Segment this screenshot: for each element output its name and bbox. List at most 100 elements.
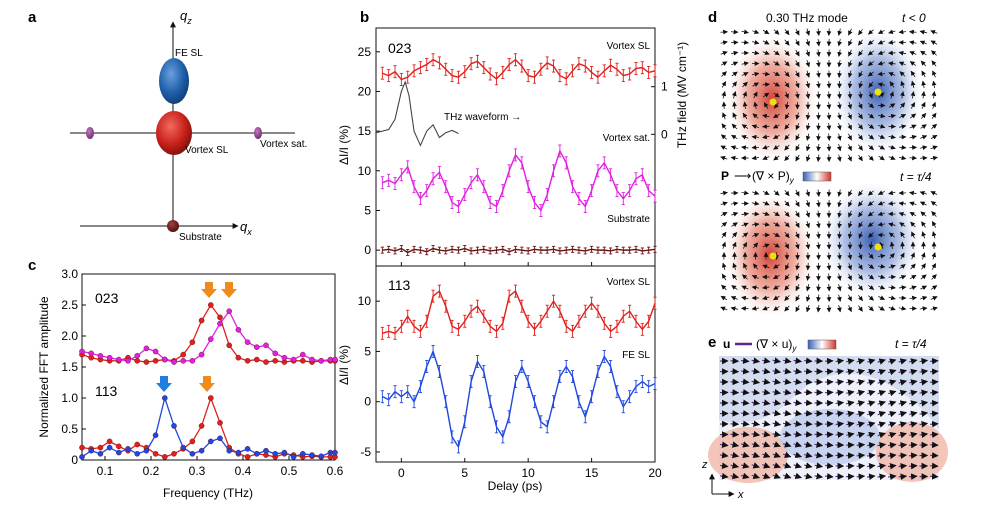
field-arrow [794,221,800,229]
field-arrow [868,253,874,259]
field-arrow [908,358,918,365]
field-arrow [731,232,738,238]
c-point [116,449,122,456]
field-arrow [814,462,824,469]
field-arrow [795,49,800,57]
field-arrow [803,431,813,438]
field-arrow [877,431,886,439]
field-arrow [866,441,876,449]
field-arrow [837,39,843,47]
field-arrow [740,367,750,375]
field-arrow [877,221,886,227]
field-arrow [784,155,790,162]
field-arrow [761,357,771,364]
field-arrow [784,273,790,281]
c-point [97,444,104,451]
field-arrow [835,378,845,386]
field-arrow [793,451,802,459]
field-arrow [795,60,800,67]
field-arrow [878,123,886,129]
c-point [97,353,104,359]
field-arrow [868,155,874,161]
field-arrow [805,70,811,78]
field-arrow [805,241,811,250]
field-arrow [805,133,811,141]
c-point [244,339,251,346]
field-arrow [858,231,864,239]
field-arrow [888,72,896,77]
field-arrow [929,378,939,386]
field-arrow [795,262,801,271]
field-arrow [888,222,896,228]
field-arrow [773,113,780,119]
field-arrow [909,40,917,46]
field-arrow [732,112,738,120]
c-xtick-label: 0.3 [189,464,206,478]
field-arrow [826,262,832,271]
field-arrow [773,243,780,248]
field-arrow [835,399,845,407]
field-arrow [720,134,727,140]
field-arrow [837,59,843,68]
field-arrow [889,241,895,250]
field-arrow [929,410,939,417]
field-arrow [772,357,782,364]
field-arrow [847,273,852,281]
field-arrow [898,368,907,376]
field-arrow [721,284,727,291]
d-t1: t < 0 [902,11,926,25]
c-point [332,449,338,456]
c-point [134,441,140,448]
field-arrow [773,61,780,66]
field-arrow [920,211,927,217]
c-point [97,450,104,457]
field-arrow [721,221,728,228]
field-arrow [762,243,770,249]
field-arrow [858,60,863,67]
field-arrow [908,368,918,376]
field-arrow [720,40,728,46]
c-point [290,454,297,460]
field-arrow [784,134,790,140]
orange-arrow-icon [221,282,237,298]
field-arrow [877,400,886,407]
field-arrow [803,378,813,386]
c-xtick-label: 0.5 [281,464,298,478]
field-arrow [899,91,905,99]
field-arrow [795,154,800,162]
field-arrow [803,389,813,396]
c-point [217,435,223,442]
field-arrow [919,40,927,46]
field-arrow [774,102,779,109]
panel-c-ylabel: Normalized FFT amplitude [37,296,51,437]
field-arrow [909,124,917,130]
field-arrow [900,252,905,260]
field-arrow [741,124,749,129]
label-fe-sl: FE SL [622,350,650,361]
c-point [207,395,214,401]
field-arrow [741,61,749,67]
field-arrow [858,144,863,151]
c-point [235,354,242,361]
field-arrow [888,103,896,108]
field-arrow [805,305,811,313]
field-arrow [751,367,761,375]
field-arrow [793,409,803,417]
c-point [180,444,186,451]
field-arrow [816,294,821,302]
field-arrow [877,211,885,217]
field-arrow [910,252,915,260]
field-arrow [877,358,886,365]
field-arrow [784,71,790,77]
field-arrow [909,201,917,207]
field-arrow [867,368,876,376]
c-xtick-label: 0.1 [97,464,114,478]
field-arrow [762,29,770,35]
field-arrow [805,221,811,229]
field-arrow [909,285,917,291]
c-point [318,453,325,460]
field-arrow [858,70,863,78]
field-arrow [782,409,792,417]
field-arrow [731,134,738,140]
c-point [272,357,279,364]
